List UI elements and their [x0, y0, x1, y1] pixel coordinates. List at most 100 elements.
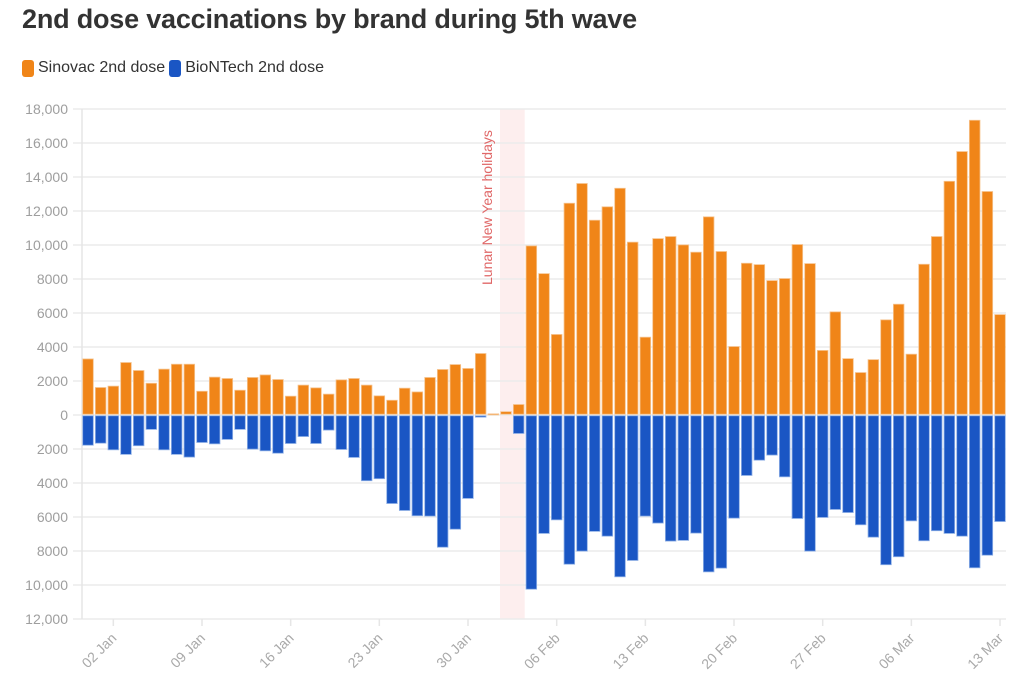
- bar-biontech: [804, 415, 816, 552]
- bar-biontech: [424, 415, 436, 517]
- annotation-band-layer: [499, 109, 525, 619]
- bar-sinovac: [487, 413, 500, 416]
- bar-biontech: [145, 415, 158, 430]
- bar-sinovac: [791, 244, 804, 415]
- bar-biontech: [677, 415, 690, 541]
- bar-biontech: [880, 415, 892, 566]
- bar-sinovac: [525, 245, 538, 415]
- y-tick-label: 4000: [37, 475, 68, 491]
- bar-biontech: [753, 415, 766, 461]
- x-tick-label: 20 Feb: [698, 630, 740, 672]
- bar-biontech: [918, 415, 930, 542]
- bar-sinovac: [474, 353, 487, 415]
- bar-sinovac: [753, 264, 766, 415]
- legend-item-biontech[interactable]: BioNTech 2nd dose: [169, 59, 324, 77]
- y-tick-label: 10,000: [25, 577, 68, 593]
- bar-biontech: [614, 415, 626, 578]
- bar-biontech: [766, 415, 778, 456]
- bar-biontech: [284, 415, 297, 444]
- bar-sinovac: [538, 273, 550, 415]
- bar-sinovac: [449, 364, 462, 415]
- y-tick-label: 6000: [37, 305, 68, 321]
- bar-layer: [82, 119, 1006, 590]
- bar-biontech: [943, 415, 956, 534]
- bar-sinovac: [702, 216, 715, 415]
- bar-sinovac: [677, 244, 690, 415]
- legend: Sinovac 2nd dose BioNTech 2nd dose: [22, 59, 328, 77]
- bar-sinovac: [183, 363, 196, 415]
- bar-sinovac: [94, 387, 107, 415]
- bar-sinovac: [82, 358, 94, 415]
- bar-biontech: [816, 415, 829, 518]
- x-tick-label: 27 Feb: [787, 630, 829, 672]
- bar-sinovac: [500, 411, 512, 415]
- bar-sinovac: [145, 382, 158, 415]
- bar-sinovac: [107, 385, 120, 415]
- bar-biontech: [449, 415, 462, 530]
- bar-biontech: [234, 415, 246, 430]
- y-tick-label: 16,000: [25, 135, 68, 151]
- bar-sinovac: [284, 395, 297, 415]
- bar-sinovac: [892, 303, 905, 415]
- bar-biontech: [310, 415, 322, 444]
- bar-sinovac: [297, 384, 310, 415]
- bar-biontech: [715, 415, 728, 569]
- y-tick-label: 18,000: [25, 101, 68, 117]
- legend-label-biontech: BioNTech 2nd dose: [185, 59, 324, 76]
- bar-biontech: [994, 415, 1006, 522]
- bar-sinovac: [854, 372, 867, 415]
- y-tick-label: 12,000: [25, 611, 68, 627]
- bar-biontech: [259, 415, 272, 452]
- bar-biontech: [246, 415, 259, 450]
- bar-biontech: [842, 415, 854, 513]
- y-tick-label: 0: [60, 407, 68, 423]
- bar-sinovac: [563, 202, 576, 415]
- bar-sinovac: [880, 319, 892, 415]
- bar-sinovac: [424, 377, 436, 415]
- bar-biontech: [652, 415, 664, 524]
- bar-sinovac: [943, 180, 956, 415]
- bar-biontech: [778, 415, 791, 478]
- bar-biontech: [348, 415, 360, 458]
- bar-sinovac: [626, 241, 639, 415]
- bar-biontech: [322, 415, 335, 431]
- bar-biontech: [82, 415, 94, 446]
- bar-biontech: [538, 415, 550, 534]
- legend-label-sinovac: Sinovac 2nd dose: [38, 59, 166, 76]
- bar-sinovac: [259, 374, 272, 415]
- bar-sinovac: [221, 378, 234, 415]
- bar-biontech: [107, 415, 120, 451]
- bar-sinovac: [170, 363, 183, 415]
- bar-sinovac: [436, 369, 449, 415]
- y-tick-label: 12,000: [25, 203, 68, 219]
- bar-sinovac: [842, 358, 854, 415]
- bar-sinovac: [196, 390, 208, 415]
- bar-biontech: [120, 415, 132, 455]
- bar-sinovac: [132, 370, 145, 415]
- bar-sinovac: [272, 379, 284, 415]
- bar-sinovac: [398, 387, 411, 415]
- y-tick-label: 2000: [37, 441, 68, 457]
- bar-sinovac: [981, 191, 994, 415]
- y-tick-label: 10,000: [25, 237, 68, 253]
- x-tick-label: 13 Feb: [609, 630, 651, 672]
- legend-item-sinovac[interactable]: Sinovac 2nd dose: [22, 59, 165, 77]
- chart-title: 2nd dose vaccinations by brand during 5t…: [22, 4, 637, 34]
- bar-biontech: [398, 415, 411, 511]
- y-tick-label: 6000: [37, 509, 68, 525]
- bar-biontech: [297, 415, 310, 437]
- x-tick-label: 06 Feb: [521, 630, 563, 672]
- bar-sinovac: [208, 376, 221, 415]
- bar-sinovac: [664, 236, 677, 415]
- y-tick-label: 8000: [37, 271, 68, 287]
- y-tick-label: 14,000: [25, 169, 68, 185]
- bar-sinovac: [386, 399, 398, 415]
- bar-sinovac: [918, 263, 930, 415]
- y-tick-label: 8000: [37, 543, 68, 559]
- bar-sinovac: [652, 238, 664, 415]
- bar-biontech: [474, 415, 487, 418]
- bar-sinovac: [335, 379, 348, 415]
- bar-sinovac: [930, 236, 943, 415]
- x-tick-label: 06 Mar: [875, 630, 917, 672]
